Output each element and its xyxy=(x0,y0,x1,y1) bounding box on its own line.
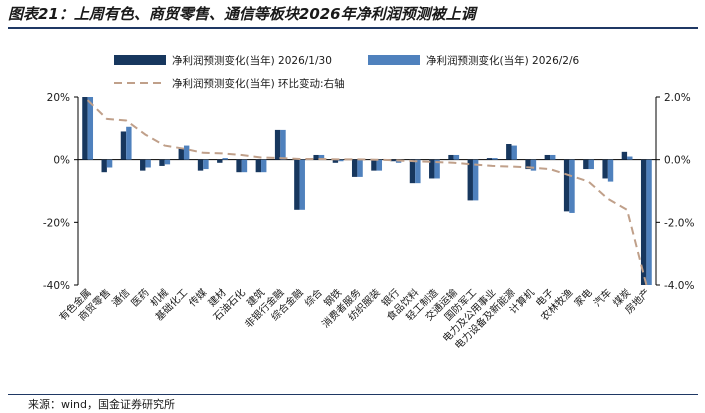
bar-series1 xyxy=(429,159,435,179)
bar-series2 xyxy=(280,129,286,160)
chart-legend: 净利润预测变化(当年) 2026/1/30 净利润预测变化(当年) 2026/2… xyxy=(114,54,580,90)
bar-series2 xyxy=(203,159,209,170)
bars-group xyxy=(82,97,652,285)
bar-series2 xyxy=(415,159,421,184)
bar-series2 xyxy=(434,159,440,179)
bar-series2 xyxy=(511,145,517,160)
legend-swatch-series2 xyxy=(368,55,420,65)
bar-series1 xyxy=(602,159,608,179)
bar-series2 xyxy=(376,159,383,171)
bar-series2 xyxy=(222,158,228,160)
bar-series1 xyxy=(101,159,107,173)
left-tick-label: 20% xyxy=(47,92,70,104)
left-tick-label: 0% xyxy=(53,155,70,167)
bar-series1 xyxy=(159,159,165,166)
category-label: 家电 xyxy=(571,286,594,309)
chart-area: 净利润预测变化(当年) 2026/1/30 净利润预测变化(当年) 2026/2… xyxy=(43,54,695,352)
bar-series1 xyxy=(274,129,281,160)
bar-series2 xyxy=(530,159,537,171)
bar-series1 xyxy=(332,159,339,163)
bar-series1 xyxy=(467,159,473,201)
bar-series1 xyxy=(120,131,127,160)
bar-series2 xyxy=(241,159,248,173)
category-label: 通信 xyxy=(110,287,133,310)
legend-label-series1: 净利润预测变化(当年) 2026/1/30 xyxy=(172,54,332,67)
bar-series1 xyxy=(544,154,551,160)
source-note: 来源：wind，国金证券研究所 xyxy=(28,398,176,411)
bar-series1 xyxy=(390,159,396,162)
bar-series2 xyxy=(126,126,132,160)
bar-series2 xyxy=(299,159,305,210)
bar-series1 xyxy=(486,158,493,160)
bar-series2 xyxy=(646,159,652,285)
bar-series2 xyxy=(318,154,325,160)
bar-series2 xyxy=(492,158,498,160)
left-tick-label: -40% xyxy=(43,280,70,292)
bar-series2 xyxy=(183,145,190,160)
category-label: 综合 xyxy=(302,286,325,309)
bar-series1 xyxy=(82,97,88,160)
bar-series1 xyxy=(506,144,512,160)
labels-group: 有色金属商贸零售通信医药机械基础化工传媒建材石油石化建筑非银行金融综合金融综合钢… xyxy=(56,286,652,352)
bar-series2 xyxy=(550,154,556,160)
bar-series2 xyxy=(164,159,171,165)
bar-series1 xyxy=(351,159,358,177)
bar-series2 xyxy=(106,159,113,168)
bar-series2 xyxy=(472,159,479,201)
right-tick-label: 0.0% xyxy=(664,155,691,167)
bar-series1 xyxy=(583,159,589,170)
bar-series1 xyxy=(313,154,319,160)
bar-series2 xyxy=(357,159,363,177)
line-group xyxy=(86,99,648,286)
bar-series1 xyxy=(448,154,454,160)
line-series-mom-change xyxy=(86,99,648,286)
bar-series1 xyxy=(140,159,146,171)
bar-series2 xyxy=(588,159,594,170)
bar-series2 xyxy=(453,154,460,160)
bar-series1 xyxy=(563,159,570,212)
bar-series1 xyxy=(525,159,531,170)
category-label: 医药 xyxy=(129,287,152,310)
source-rule xyxy=(8,394,698,395)
bar-series2 xyxy=(607,159,614,182)
bar-series2 xyxy=(261,159,267,173)
bar-series1 xyxy=(640,159,647,285)
chart-title: 图表21：上周有色、商贸零售、通信等板块2026年净利润预测被上调 xyxy=(8,5,476,23)
right-tick-label: 2.0% xyxy=(664,92,691,104)
legend-label-line: 净利润预测变化(当年) 环比变动:右轴 xyxy=(172,77,345,90)
category-label: 传媒 xyxy=(187,287,210,310)
left-tick-label: -20% xyxy=(43,217,70,229)
bar-series1 xyxy=(178,148,184,160)
bar-series2 xyxy=(145,159,151,168)
bar-series1 xyxy=(294,159,300,210)
bar-series1 xyxy=(371,159,377,171)
right-tick-label: -2.0% xyxy=(664,217,694,229)
bar-series1 xyxy=(197,159,204,171)
bar-series2 xyxy=(627,156,633,160)
legend-label-series2: 净利润预测变化(当年) 2026/2/6 xyxy=(426,54,580,67)
bar-series2 xyxy=(338,159,344,162)
bar-series2 xyxy=(87,97,94,160)
title-rule xyxy=(8,27,698,29)
bar-series1 xyxy=(409,159,416,184)
legend-swatch-series1 xyxy=(114,55,166,65)
right-tick-label: -4.0% xyxy=(664,280,694,292)
category-label: 汽车 xyxy=(591,286,614,309)
bar-series1 xyxy=(217,159,223,163)
bar-series1 xyxy=(236,159,242,173)
axes: 20% 0% -20% -40% 2.0% 0.0% -2.0% -4.0% xyxy=(43,92,695,292)
bar-series1 xyxy=(255,159,262,173)
bar-series1 xyxy=(621,151,628,160)
bar-series2 xyxy=(569,159,575,213)
